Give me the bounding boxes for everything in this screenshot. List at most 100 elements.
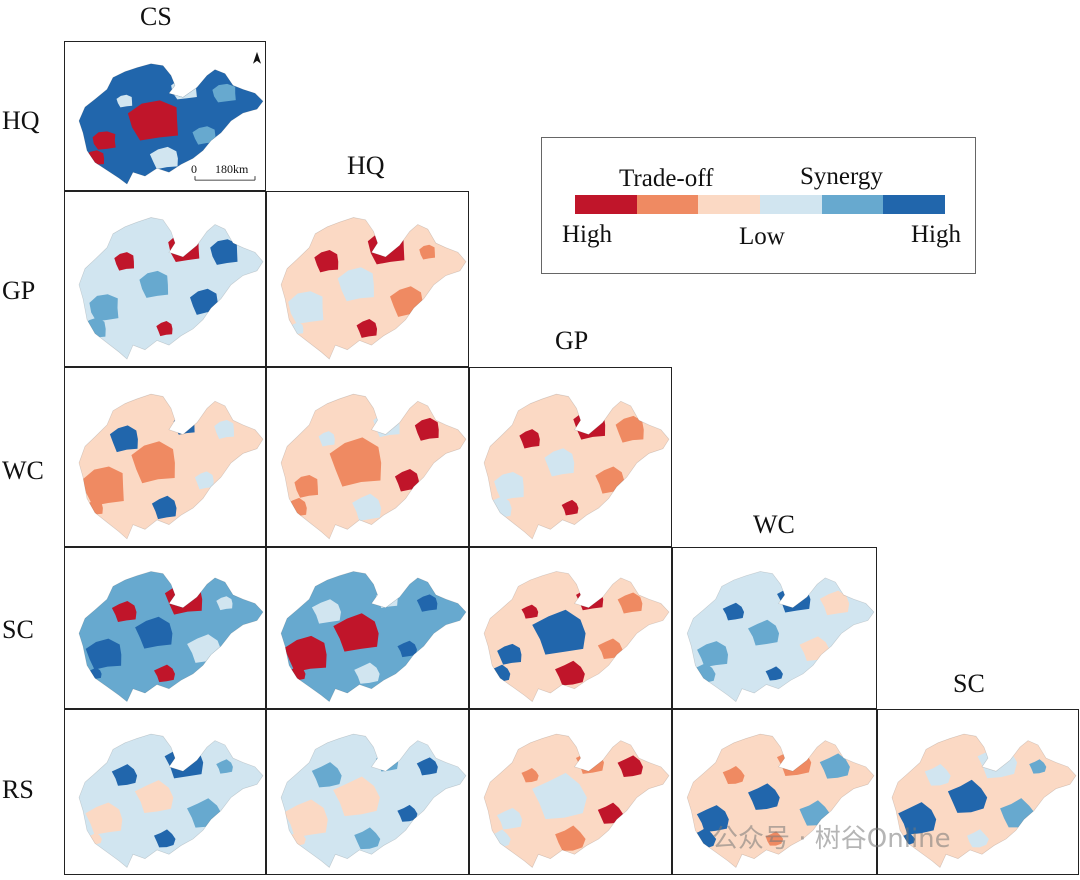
map-zone [318, 431, 335, 447]
north-arrow-icon [253, 51, 261, 64]
map-zone [375, 752, 399, 772]
map-zone [314, 250, 339, 273]
map-zone [354, 662, 380, 684]
map-zone [329, 437, 382, 487]
map-zone [544, 448, 575, 477]
legend-swatch [698, 195, 761, 214]
map-zone [597, 638, 623, 660]
map-zone [617, 755, 643, 778]
scale-bar-distance: 180km [215, 162, 249, 176]
map-zone [333, 776, 380, 817]
map-zone [151, 495, 177, 520]
column-label-cs: CS [140, 2, 172, 31]
map-zone [294, 475, 319, 498]
map-zone [111, 601, 137, 623]
legend-trade-off-label: Trade-off [619, 165, 714, 192]
map-zone [190, 288, 218, 315]
map-zone [419, 244, 436, 260]
map-zone [173, 414, 195, 435]
column-label-hq: HQ [347, 151, 385, 180]
map-zone [397, 640, 417, 658]
map-zone [394, 468, 419, 492]
map-zone [521, 604, 539, 619]
map-zone [617, 592, 643, 614]
map-zone [134, 780, 174, 813]
map-zone [135, 616, 173, 649]
map-panel [64, 191, 266, 367]
map-zone [1029, 759, 1047, 774]
legend-high-right-label: High [911, 221, 961, 248]
legend-swatch [883, 195, 946, 214]
map-zone [82, 466, 124, 506]
map-zone [212, 83, 236, 103]
map-zone [311, 762, 342, 788]
legend-synergy-label: Synergy [800, 163, 883, 190]
map-zone [414, 417, 439, 441]
map-zone [84, 150, 105, 167]
map-zone [722, 765, 745, 785]
scale-bar [194, 176, 256, 181]
map-panel [877, 709, 1079, 875]
map-panel [469, 547, 672, 709]
legend-high-left-label: High [562, 221, 612, 248]
map-zone [497, 643, 522, 665]
map-zone [111, 764, 138, 786]
map-zone [337, 267, 374, 302]
map-zone [131, 441, 175, 484]
map-zone [352, 493, 382, 521]
row-label-wc: WC [2, 456, 44, 485]
map-zone [519, 429, 540, 449]
map-zone [311, 599, 341, 624]
map-zone [284, 799, 328, 838]
column-label-sc: SC [953, 669, 985, 698]
map-zone [214, 419, 234, 439]
map-zone [92, 131, 116, 150]
legend-swatch [821, 195, 884, 214]
map-zone [765, 831, 784, 846]
map-panel [672, 709, 877, 875]
map-zone [521, 767, 539, 783]
legend-swatch [760, 195, 822, 214]
map-zone [555, 660, 585, 686]
map-region [687, 571, 874, 702]
map-zone [375, 589, 398, 609]
map-panel: 0 180km [64, 41, 266, 191]
map-zone [494, 471, 524, 501]
map-zone [210, 239, 238, 265]
map-zone [284, 635, 327, 673]
map-panel [266, 547, 469, 709]
map-panel [266, 709, 469, 875]
legend-swatch [636, 195, 699, 214]
map-zone [819, 753, 850, 779]
map-panel [469, 709, 672, 875]
map-region [79, 217, 263, 360]
map-zone [397, 804, 418, 822]
legend-low-label: Low [739, 223, 785, 250]
map-zone [819, 590, 850, 616]
map-panel [64, 709, 266, 875]
map-zone [154, 664, 175, 683]
map-zone [924, 764, 951, 786]
legend-swatch [575, 195, 637, 214]
map-zone [333, 613, 379, 652]
row-label-sc: SC [2, 615, 34, 644]
map-zone [194, 471, 214, 490]
map-zone [416, 594, 438, 612]
map-region [484, 394, 669, 539]
map-zone [154, 829, 176, 848]
column-label-gp: GP [555, 326, 589, 355]
map-zone [354, 827, 381, 850]
map-zone [82, 317, 106, 340]
map-zone [85, 802, 123, 835]
map-zone [156, 320, 173, 337]
map-zone [116, 94, 133, 108]
map-zone [532, 772, 587, 820]
map-zone [109, 425, 138, 453]
map-panel [64, 367, 266, 547]
map-zone [89, 294, 119, 322]
map-zone [555, 825, 586, 851]
map-panel [64, 547, 266, 709]
map-zone [216, 596, 233, 611]
map-zone [597, 802, 623, 824]
map-zone [496, 807, 523, 830]
